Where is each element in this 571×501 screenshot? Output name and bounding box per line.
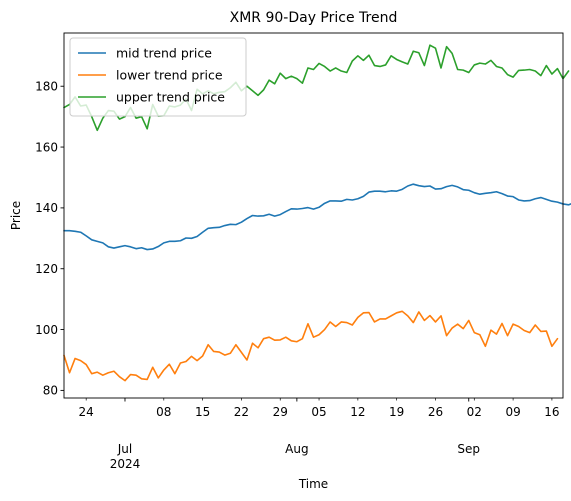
legend-frame (69, 37, 247, 117)
x-minor-tick-label: 15 (195, 405, 210, 419)
series-layer (63, 44, 571, 382)
series-line-1 (63, 310, 559, 382)
x-minor-tick-label: 12 (350, 405, 365, 419)
x-major-tick-label: Sep (457, 442, 480, 456)
y-tick-label: 180 (35, 80, 58, 94)
x-axis-label: Time (298, 477, 328, 491)
y-tick-label: 140 (35, 201, 58, 215)
legend: mid trend price lower trend price upper tr… (69, 37, 247, 117)
x-minor-tick-label: 29 (273, 405, 288, 419)
x-major-tick-label: Aug (285, 442, 308, 456)
legend-entry-0: mid trend price (116, 46, 212, 61)
x-major-tick-sublabel: 2024 (110, 457, 141, 471)
x-minor-tick-label: 02 (467, 405, 482, 419)
x-minor-tick-label: 24 (79, 405, 94, 419)
x-minor-tick-label: 09 (505, 405, 520, 419)
legend-entry-1: lower trend price (116, 68, 223, 83)
y-tick-label: 80 (43, 384, 58, 398)
y-tick-label: 120 (35, 262, 58, 276)
series-line-0 (63, 183, 571, 251)
x-minor-tick-label: 16 (544, 405, 559, 419)
y-tick-label: 100 (35, 323, 58, 337)
x-minor-tick-label: 22 (234, 405, 249, 419)
plot-frame (63, 32, 564, 399)
x-major-tick-label: Jul (117, 442, 132, 456)
x-minor-tick-label: 26 (428, 405, 443, 419)
y-axis-label: Price (9, 201, 23, 230)
y-tick-label: 160 (35, 140, 58, 154)
chart-title: XMR 90-Day Price Trend (230, 10, 398, 26)
x-minor-tick-label: 08 (156, 405, 171, 419)
x-minor-tick-label: 05 (311, 405, 326, 419)
series-line-2 (63, 44, 570, 132)
x-minor-tick-label: 19 (389, 405, 404, 419)
y-axis: 80 100 120 140 160 180 (35, 80, 64, 398)
legend-entry-2: upper trend price (116, 90, 225, 105)
